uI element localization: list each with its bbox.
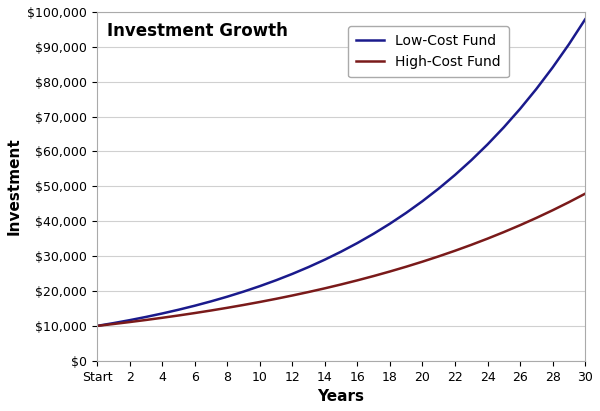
High-Cost Fund xyxy=(517,223,524,228)
Low-Cost Fund xyxy=(142,314,149,319)
Low-Cost Fund xyxy=(158,311,166,316)
Low-Cost Fund xyxy=(565,42,572,47)
High-Cost Fund xyxy=(500,230,508,235)
Low-Cost Fund xyxy=(354,240,361,245)
Low-Cost Fund xyxy=(500,125,508,130)
High-Cost Fund xyxy=(419,259,426,264)
Line: High-Cost Fund: High-Cost Fund xyxy=(97,194,585,326)
High-Cost Fund xyxy=(581,191,589,196)
Low-Cost Fund xyxy=(175,307,182,312)
Low-Cost Fund xyxy=(191,303,199,308)
High-Cost Fund xyxy=(321,286,328,291)
High-Cost Fund xyxy=(403,264,410,269)
Low-Cost Fund xyxy=(110,321,117,326)
Low-Cost Fund xyxy=(208,299,215,304)
Low-Cost Fund xyxy=(451,173,458,178)
High-Cost Fund xyxy=(191,311,199,316)
Low-Cost Fund xyxy=(419,199,426,203)
Low-Cost Fund xyxy=(321,257,328,262)
Low-Cost Fund xyxy=(224,294,231,299)
Text: Investment Growth: Investment Growth xyxy=(107,23,288,40)
Low-Cost Fund xyxy=(370,231,377,236)
Line: Low-Cost Fund: Low-Cost Fund xyxy=(97,19,585,326)
High-Cost Fund xyxy=(484,236,491,241)
High-Cost Fund xyxy=(386,269,394,274)
High-Cost Fund xyxy=(549,208,556,213)
High-Cost Fund xyxy=(354,278,361,283)
Low-Cost Fund xyxy=(517,106,524,111)
High-Cost Fund xyxy=(126,320,133,325)
Low-Cost Fund xyxy=(467,158,475,163)
High-Cost Fund xyxy=(110,321,117,326)
High-Cost Fund xyxy=(272,296,280,301)
Low-Cost Fund xyxy=(256,284,263,289)
High-Cost Fund xyxy=(370,274,377,279)
High-Cost Fund xyxy=(240,302,247,307)
High-Cost Fund xyxy=(565,200,572,205)
Low-Cost Fund xyxy=(305,265,312,270)
Low-Cost Fund xyxy=(533,87,540,92)
High-Cost Fund xyxy=(305,289,312,294)
High-Cost Fund xyxy=(435,254,442,259)
Low-Cost Fund xyxy=(338,249,345,254)
High-Cost Fund xyxy=(467,242,475,247)
High-Cost Fund xyxy=(256,300,263,305)
High-Cost Fund xyxy=(451,248,458,253)
Low-Cost Fund xyxy=(549,65,556,70)
X-axis label: Years: Years xyxy=(317,389,365,404)
Low-Cost Fund xyxy=(94,323,101,328)
High-Cost Fund xyxy=(94,323,101,328)
High-Cost Fund xyxy=(338,282,345,287)
Low-Cost Fund xyxy=(484,142,491,147)
High-Cost Fund xyxy=(289,293,296,298)
High-Cost Fund xyxy=(175,313,182,318)
High-Cost Fund xyxy=(224,305,231,310)
Low-Cost Fund xyxy=(289,271,296,276)
Low-Cost Fund xyxy=(386,221,394,226)
High-Cost Fund xyxy=(142,318,149,323)
High-Cost Fund xyxy=(158,315,166,320)
High-Cost Fund xyxy=(533,215,540,220)
Low-Cost Fund xyxy=(581,17,589,22)
Low-Cost Fund xyxy=(435,186,442,191)
Low-Cost Fund xyxy=(272,278,280,283)
High-Cost Fund xyxy=(208,308,215,313)
Y-axis label: Investment: Investment xyxy=(7,138,22,235)
Low-Cost Fund xyxy=(240,289,247,294)
Low-Cost Fund xyxy=(126,318,133,323)
Legend: Low-Cost Fund, High-Cost Fund: Low-Cost Fund, High-Cost Fund xyxy=(348,26,509,78)
Low-Cost Fund xyxy=(403,210,410,215)
